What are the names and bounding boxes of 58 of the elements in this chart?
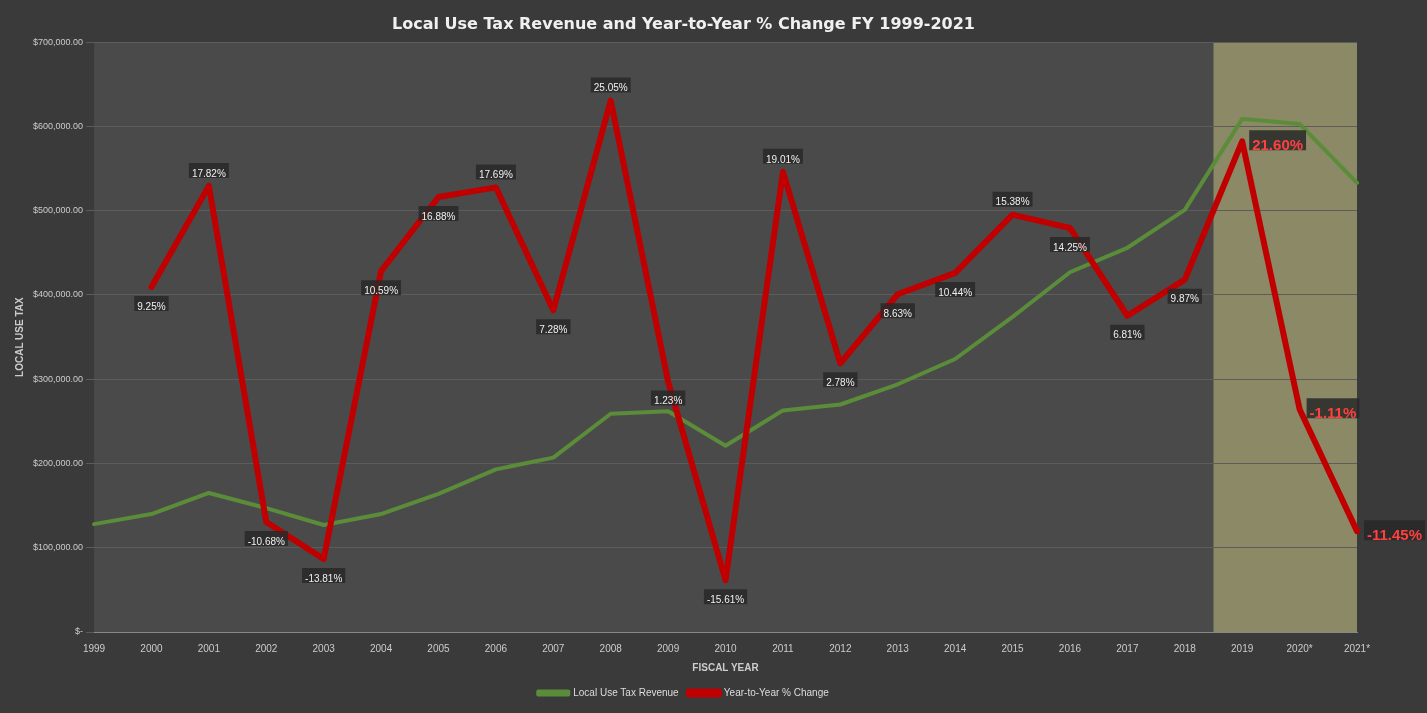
data-label: -10.68% (247, 535, 285, 547)
data-label: 2.78% (826, 377, 855, 389)
data-label: 21.60% (1252, 136, 1304, 154)
data-label: 9.25% (137, 300, 166, 312)
x-tick-label: 2018 (1173, 642, 1197, 654)
x-tick-label: 2001 (197, 642, 221, 654)
x-tick-label: 2005 (427, 642, 451, 654)
data-label: 10.59% (364, 284, 399, 296)
data-label: 17.82% (191, 167, 226, 179)
data-label: 17.69% (478, 169, 513, 181)
data-label: -1.11% (1309, 404, 1357, 422)
x-axis-title: FISCAL YEAR (692, 661, 760, 673)
data-label: 14.25% (1053, 241, 1088, 253)
x-tick-label: 1999 (82, 642, 106, 654)
x-tick-label: 2021* (1343, 642, 1371, 654)
chart-title: Local Use Tax Revenue and Year-to-Year % Change FY 1999-2021 (392, 13, 975, 33)
data-label: 1.23% (653, 395, 683, 407)
x-tick-label: 2008 (599, 642, 623, 654)
x-tick-label: 2015 (1001, 642, 1025, 654)
x-tick-label: 2012 (829, 642, 852, 654)
y-tick-label: $400,000.00 (32, 289, 84, 300)
y-tick-label: $- (75, 626, 84, 637)
x-tick-label: 2004 (369, 642, 393, 654)
x-tick-label: 2009 (656, 642, 680, 654)
y-tick-label: $300,000.00 (32, 373, 84, 384)
data-label: 19.01% (765, 153, 800, 165)
y-tick-label: $200,000.00 (32, 457, 84, 468)
legend-label: Year-to-Year % Change (723, 686, 830, 698)
y-tick-label: $700,000.00 (32, 36, 84, 47)
x-tick-label: 2017 (1116, 642, 1139, 654)
data-label: 9.87% (1170, 293, 1200, 305)
data-label: 15.38% (995, 196, 1030, 208)
data-label: 8.63% (883, 308, 913, 320)
data-label: -13.81% (305, 572, 343, 584)
x-tick-label: 2010 (714, 642, 738, 654)
data-label: -15.61% (706, 593, 745, 605)
legend-label: Local Use Tax Revenue (573, 686, 680, 698)
data-label: 7.28% (539, 323, 568, 335)
y-tick-label: $600,000.00 (32, 120, 84, 131)
x-tick-label: 2002 (255, 642, 278, 654)
y-axis-title: LOCAL USE TAX (13, 296, 25, 377)
data-label: 10.44% (938, 286, 973, 298)
y-tick-label: $500,000.00 (32, 205, 84, 216)
data-label: 6.81% (1113, 329, 1142, 341)
x-tick-label: 2013 (886, 642, 910, 654)
data-label: -11.45% (1367, 526, 1423, 544)
x-tick-label: 2003 (312, 642, 336, 654)
data-label: 16.88% (421, 210, 456, 222)
x-tick-label: 2019 (1231, 642, 1254, 654)
x-tick-label: 2016 (1058, 642, 1082, 654)
x-tick-label: 2006 (484, 642, 508, 654)
x-tick-label: 2011 (772, 642, 795, 654)
x-tick-label: 2000 (140, 642, 164, 654)
x-tick-label: 2007 (542, 642, 565, 654)
y-tick-label: $100,000.00 (32, 542, 84, 553)
data-label: 25.05% (593, 82, 628, 94)
x-tick-label: 2014 (944, 642, 967, 654)
x-tick-label: 2020* (1286, 642, 1313, 654)
